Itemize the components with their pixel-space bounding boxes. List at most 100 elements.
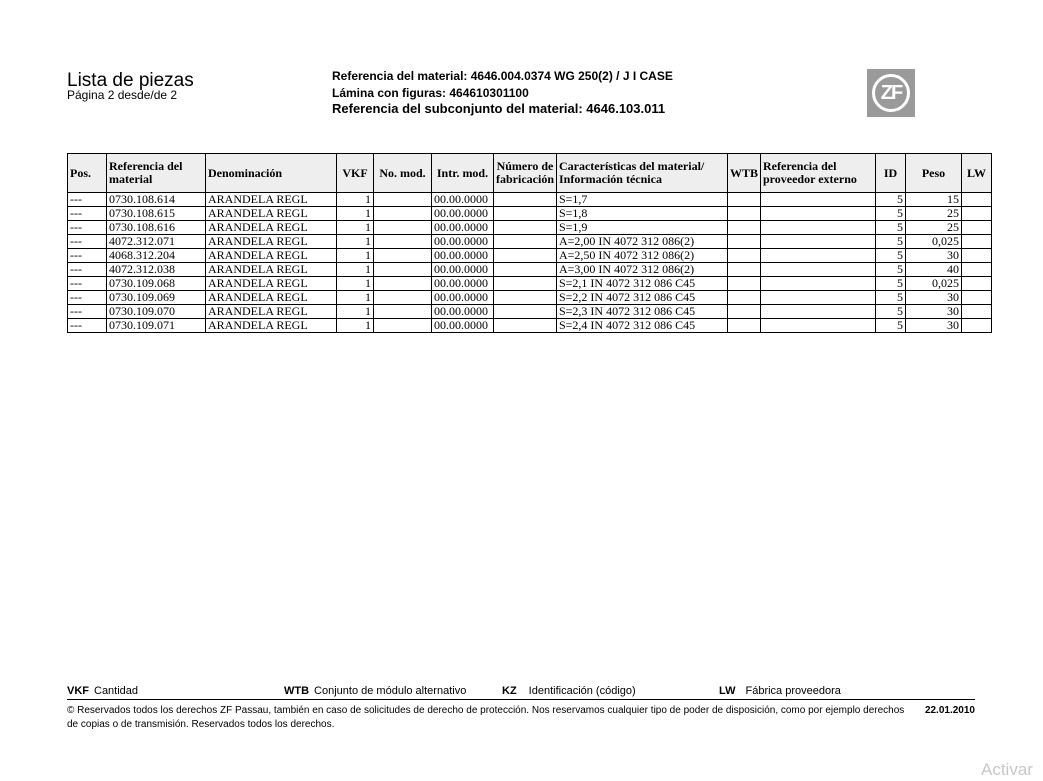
table-cell: 1 bbox=[336, 206, 374, 221]
page-number: Página 2 desde/de 2 bbox=[67, 88, 178, 102]
legend-value: Identificación (código) bbox=[528, 685, 636, 697]
parts-table: Pos. Referencia del material Denominación V… bbox=[67, 153, 992, 333]
table-cell bbox=[760, 276, 876, 291]
table-cell bbox=[961, 248, 992, 263]
table-cell: --- bbox=[67, 276, 107, 291]
table-cell: 00.00.0000 bbox=[431, 318, 494, 333]
table-cell bbox=[961, 192, 992, 207]
table-cell: 00.00.0000 bbox=[431, 234, 494, 249]
table-cell: ARANDELA REGL bbox=[205, 220, 337, 235]
column-header: Referencia del proveedor externo bbox=[760, 153, 876, 193]
table-cell bbox=[726, 234, 762, 249]
table-cell: A=2,00 IN 4072 312 086(2) bbox=[555, 234, 728, 249]
table-cell bbox=[961, 304, 992, 319]
table-cell: 25 bbox=[905, 220, 962, 235]
table-cell: 5 bbox=[875, 192, 906, 207]
table-cell bbox=[373, 318, 432, 333]
table-cell: 30 bbox=[905, 318, 962, 333]
table-cell: 1 bbox=[336, 304, 374, 319]
legend-item-wtb: WTB Conjunto de módulo alternativo bbox=[284, 685, 466, 697]
column-header: Denominación bbox=[205, 153, 337, 193]
table-cell: 30 bbox=[905, 290, 962, 305]
table-cell: --- bbox=[67, 206, 107, 221]
table-cell bbox=[373, 220, 432, 235]
table-cell: --- bbox=[67, 192, 107, 207]
document-title: Lista de piezas bbox=[67, 70, 194, 91]
column-header: WTB bbox=[726, 153, 762, 193]
table-cell bbox=[373, 234, 432, 249]
table-cell: 25 bbox=[905, 206, 962, 221]
legend-key: VKF bbox=[67, 685, 89, 697]
table-cell: 1 bbox=[336, 276, 374, 291]
table-cell bbox=[373, 290, 432, 305]
table-row: --- 4072.312.038 ARANDELA REGL 1 00.00.0000 A… bbox=[67, 262, 992, 277]
table-row: --- 0730.109.071 ARANDELA REGL 1 00.00.0000 S… bbox=[67, 318, 992, 333]
table-cell: S=2,3 IN 4072 312 086 C45 bbox=[555, 304, 728, 319]
table-cell: 1 bbox=[336, 192, 374, 207]
table-cell: 1 bbox=[336, 220, 374, 235]
legend-item-lw: LW Fábrica proveedora bbox=[719, 685, 841, 697]
table-cell: 5 bbox=[875, 220, 906, 235]
table-cell: 0730.108.615 bbox=[106, 206, 206, 221]
table-cell: ARANDELA REGL bbox=[205, 206, 337, 221]
table-cell bbox=[760, 304, 876, 319]
column-header: Intr. mod. bbox=[431, 153, 494, 193]
table-cell bbox=[373, 276, 432, 291]
table-cell: 30 bbox=[905, 248, 962, 263]
zf-logo-mark: ZF bbox=[872, 74, 910, 112]
table-cell: 1 bbox=[336, 318, 374, 333]
table-cell: 0730.108.614 bbox=[106, 192, 206, 207]
table-cell bbox=[373, 206, 432, 221]
table-cell: S=2,4 IN 4072 312 086 C45 bbox=[555, 318, 728, 333]
table-cell: ARANDELA REGL bbox=[205, 192, 337, 207]
table-cell bbox=[373, 248, 432, 263]
table-cell bbox=[373, 262, 432, 277]
table-cell bbox=[760, 318, 876, 333]
table-cell bbox=[760, 262, 876, 277]
table-cell: 0730.108.616 bbox=[106, 220, 206, 235]
table-cell: 5 bbox=[875, 234, 906, 249]
table-cell: --- bbox=[67, 220, 107, 235]
column-header: Características del material/ Informació… bbox=[555, 153, 728, 193]
table-cell bbox=[961, 290, 992, 305]
table-cell: ARANDELA REGL bbox=[205, 304, 337, 319]
table-cell: ARANDELA REGL bbox=[205, 262, 337, 277]
table-cell bbox=[760, 234, 876, 249]
column-header: Pos. bbox=[67, 153, 107, 193]
table-cell: 1 bbox=[336, 234, 374, 249]
table-cell bbox=[493, 262, 557, 277]
document-date: 22.01.2010 bbox=[924, 705, 975, 716]
table-cell: --- bbox=[67, 318, 107, 333]
table-cell: 30 bbox=[905, 304, 962, 319]
column-header: LW bbox=[961, 153, 992, 193]
table-cell bbox=[726, 192, 762, 207]
table-cell bbox=[726, 206, 762, 221]
table-cell bbox=[760, 248, 876, 263]
table-cell bbox=[726, 262, 762, 277]
table-cell bbox=[726, 248, 762, 263]
table-row: --- 0730.108.616 ARANDELA REGL 1 00.00.0000 S… bbox=[67, 220, 992, 235]
table-cell bbox=[493, 304, 557, 319]
table-cell bbox=[493, 248, 557, 263]
table-cell: S=1,8 bbox=[555, 206, 728, 221]
activation-watermark: Activar bbox=[981, 760, 1033, 779]
column-header: Número de fabricación bbox=[493, 153, 557, 193]
legend-item-vkf: VKF Cantidad bbox=[67, 685, 138, 697]
table-cell: S=2,2 IN 4072 312 086 C45 bbox=[555, 290, 728, 305]
legend-value: Conjunto de módulo alternativo bbox=[314, 685, 467, 697]
table-cell: 5 bbox=[875, 262, 906, 277]
table-cell: 5 bbox=[875, 276, 906, 291]
table-cell: --- bbox=[67, 304, 107, 319]
material-reference: Referencia del material: 4646.004.0374 W… bbox=[332, 69, 673, 83]
table-cell bbox=[493, 206, 557, 221]
table-cell: --- bbox=[67, 234, 107, 249]
table-cell: 1 bbox=[336, 262, 374, 277]
table-row: --- 4072.312.071 ARANDELA REGL 1 00.00.0000 A… bbox=[67, 234, 992, 249]
copyright-text: © Reservados todos los derechos ZF Passa… bbox=[67, 705, 905, 730]
table-cell: 1 bbox=[336, 290, 374, 305]
table-cell: 5 bbox=[875, 318, 906, 333]
table-cell: 4072.312.071 bbox=[106, 234, 206, 249]
table-cell: 0730.109.071 bbox=[106, 318, 206, 333]
legend-key: WTB bbox=[284, 685, 310, 697]
legend-value: Cantidad bbox=[94, 685, 139, 697]
